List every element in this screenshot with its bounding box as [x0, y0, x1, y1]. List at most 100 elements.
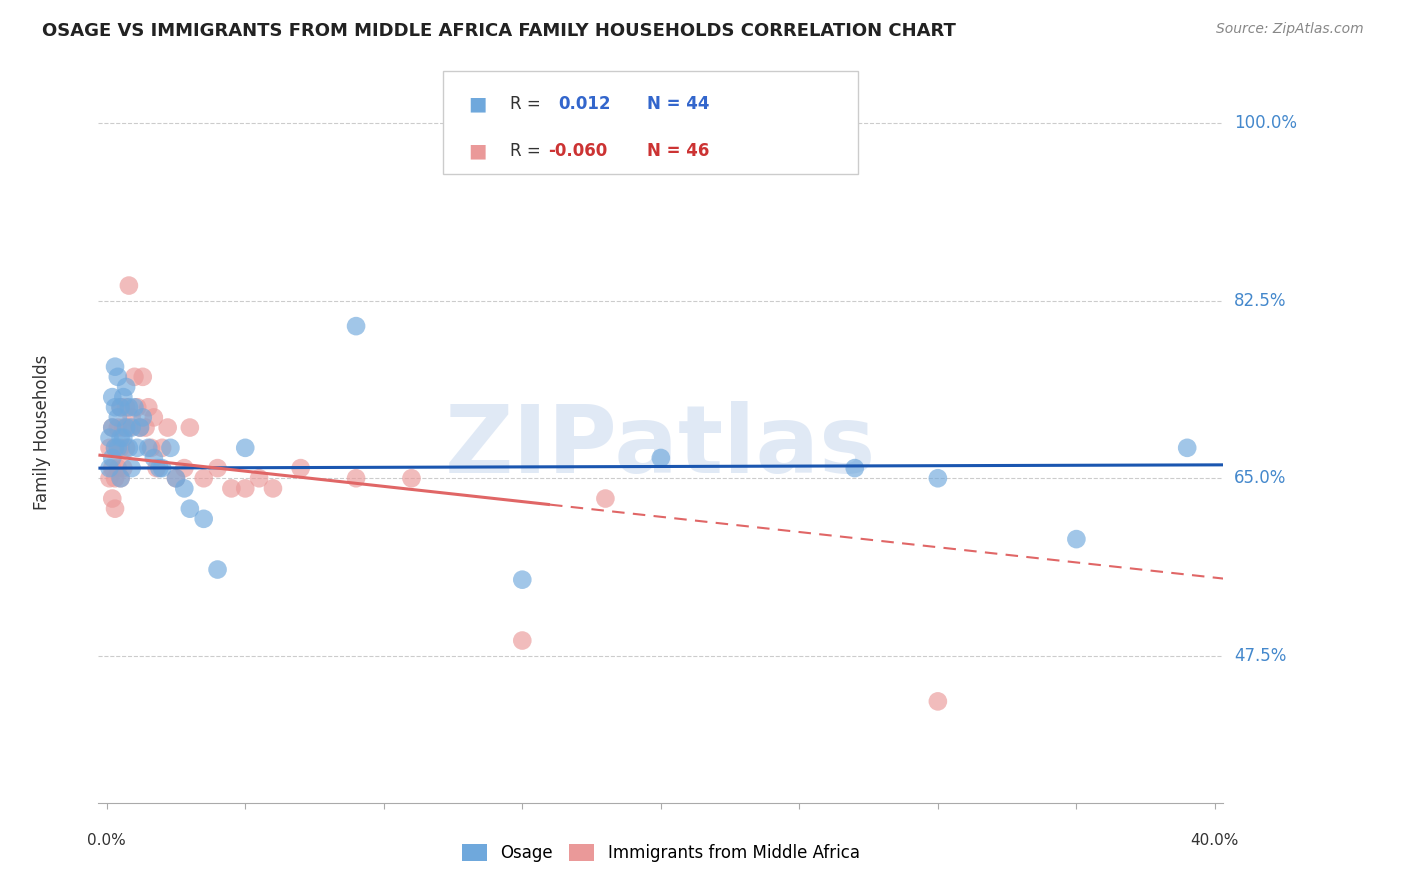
Point — [150, 441, 173, 455]
Point — [510, 573, 533, 587]
Point — [136, 401, 159, 415]
Point — [1066, 532, 1088, 546]
Point — [595, 491, 617, 506]
Point — [344, 319, 367, 334]
Point — [112, 461, 135, 475]
Point — [134, 420, 156, 434]
Text: 100.0%: 100.0% — [1234, 114, 1298, 132]
Point — [150, 461, 173, 475]
Point — [127, 401, 149, 415]
Text: R =: R = — [510, 95, 541, 113]
Point — [115, 401, 138, 415]
Point — [118, 420, 141, 434]
Point — [98, 431, 121, 445]
Point — [101, 420, 124, 434]
Point — [104, 471, 127, 485]
Point — [110, 401, 132, 415]
Point — [159, 441, 181, 455]
Point — [165, 471, 187, 485]
Text: ZIPatlas: ZIPatlas — [446, 401, 876, 493]
Text: N = 46: N = 46 — [647, 143, 709, 161]
Point — [98, 461, 121, 475]
Point — [142, 410, 165, 425]
Text: R =: R = — [510, 143, 541, 161]
Text: ■: ■ — [468, 142, 486, 161]
Point — [110, 431, 132, 445]
Point — [112, 390, 135, 404]
Point — [107, 420, 129, 434]
Point — [127, 441, 149, 455]
Point — [101, 491, 124, 506]
Point — [1175, 441, 1198, 455]
Point — [132, 410, 155, 425]
Point — [844, 461, 866, 475]
Point — [173, 461, 195, 475]
Text: 47.5%: 47.5% — [1234, 647, 1286, 665]
Point — [107, 461, 129, 475]
Point — [101, 390, 124, 404]
Point — [107, 410, 129, 425]
Text: 40.0%: 40.0% — [1191, 833, 1239, 848]
Point — [193, 512, 215, 526]
Text: N = 44: N = 44 — [647, 95, 709, 113]
Point — [110, 441, 132, 455]
Point — [129, 420, 152, 434]
Point — [156, 420, 179, 434]
Point — [510, 633, 533, 648]
Point — [247, 471, 270, 485]
Point — [110, 471, 132, 485]
Point — [132, 369, 155, 384]
Point — [107, 369, 129, 384]
Point — [110, 471, 132, 485]
Point — [115, 380, 138, 394]
Point — [110, 401, 132, 415]
Point — [104, 441, 127, 455]
Point — [233, 482, 256, 496]
Text: Family Households: Family Households — [34, 355, 51, 510]
Point — [124, 369, 146, 384]
Text: -0.060: -0.060 — [548, 143, 607, 161]
Point — [650, 450, 672, 465]
Text: OSAGE VS IMMIGRANTS FROM MIDDLE AFRICA FAMILY HOUSEHOLDS CORRELATION CHART: OSAGE VS IMMIGRANTS FROM MIDDLE AFRICA F… — [42, 22, 956, 40]
Point — [104, 441, 127, 455]
Text: ■: ■ — [468, 95, 486, 113]
Point — [104, 501, 127, 516]
Point — [104, 359, 127, 374]
Point — [112, 420, 135, 434]
Point — [927, 471, 949, 485]
Point — [262, 482, 284, 496]
Point — [290, 461, 312, 475]
Point — [344, 471, 367, 485]
Point — [115, 420, 138, 434]
Point — [179, 420, 201, 434]
Point — [165, 471, 187, 485]
Point — [121, 461, 143, 475]
Point — [142, 450, 165, 465]
Point — [118, 278, 141, 293]
Point — [121, 420, 143, 434]
Text: 0.0%: 0.0% — [87, 833, 127, 848]
Point — [112, 431, 135, 445]
Point — [139, 441, 162, 455]
Point — [136, 441, 159, 455]
Point — [221, 482, 243, 496]
Point — [233, 441, 256, 455]
Point — [129, 420, 152, 434]
Text: 0.012: 0.012 — [558, 95, 610, 113]
Point — [107, 441, 129, 455]
Point — [101, 461, 124, 475]
Point — [101, 450, 124, 465]
Text: 65.0%: 65.0% — [1234, 469, 1286, 487]
Point — [927, 694, 949, 708]
Point — [121, 410, 143, 425]
Text: Source: ZipAtlas.com: Source: ZipAtlas.com — [1216, 22, 1364, 37]
Point — [148, 461, 170, 475]
Point — [115, 441, 138, 455]
Point — [101, 420, 124, 434]
Point — [104, 401, 127, 415]
Legend: Osage, Immigrants from Middle Africa: Osage, Immigrants from Middle Africa — [456, 837, 866, 869]
Point — [207, 562, 229, 576]
Point — [145, 461, 167, 475]
Point — [173, 482, 195, 496]
Point — [179, 501, 201, 516]
